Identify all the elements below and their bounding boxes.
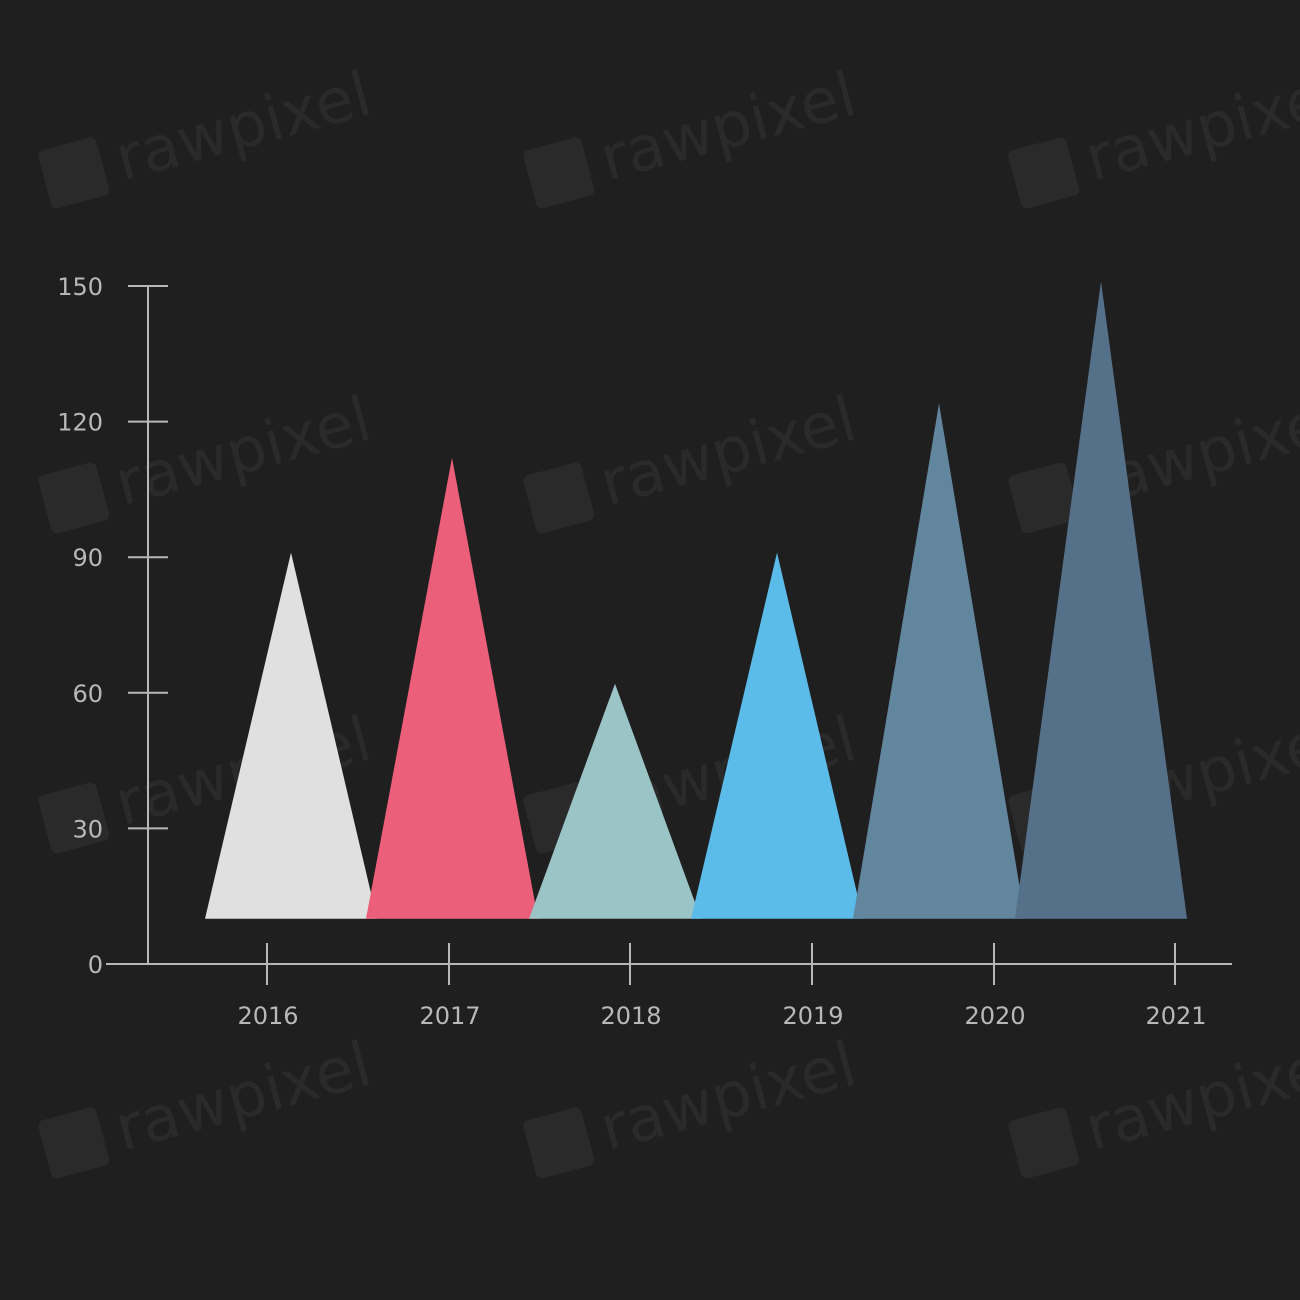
svg-text:rawpixel: rawpixel — [592, 382, 863, 520]
x-tick-label: 2020 — [964, 1002, 1025, 1030]
y-tick-label: 0 — [88, 951, 103, 979]
watermark: rawpixel — [523, 1027, 863, 1179]
x-tick-label: 2021 — [1145, 1002, 1206, 1030]
y-tick-label: 60 — [72, 680, 103, 708]
watermark: rawpixel — [1008, 57, 1300, 209]
triangle-bar-2021 — [1015, 281, 1187, 919]
y-tick-label: 120 — [57, 409, 103, 437]
y-tick-label: 90 — [72, 544, 103, 572]
watermark: rawpixel — [1008, 382, 1300, 534]
x-tick-label: 2017 — [419, 1002, 480, 1030]
svg-text:rawpixel: rawpixel — [107, 57, 378, 195]
svg-text:rawpixel: rawpixel — [1077, 1027, 1300, 1165]
y-tick-label: 30 — [72, 815, 103, 843]
triangle-bar-2018 — [529, 683, 701, 919]
x-tick-label: 2016 — [237, 1002, 298, 1030]
svg-text:rawpixel: rawpixel — [592, 57, 863, 195]
x-tick-label: 2018 — [600, 1002, 661, 1030]
triangle-bar-2020 — [853, 403, 1025, 919]
y-tick-label: 150 — [57, 273, 103, 301]
triangle-bar-2019 — [691, 552, 863, 919]
triangle-bar-2016 — [205, 552, 377, 919]
svg-text:rawpixel: rawpixel — [1077, 57, 1300, 195]
watermark: rawpixel — [38, 1027, 378, 1179]
svg-text:rawpixel: rawpixel — [107, 1027, 378, 1165]
svg-text:rawpixel: rawpixel — [592, 1027, 863, 1165]
watermark: rawpixel — [523, 57, 863, 209]
triangle-bar-2017 — [366, 457, 538, 919]
watermark: rawpixel — [1008, 1027, 1300, 1179]
watermark: rawpixel — [38, 382, 378, 534]
watermark: rawpixel — [523, 382, 863, 534]
x-tick-label: 2019 — [782, 1002, 843, 1030]
watermark: rawpixel — [38, 57, 378, 209]
